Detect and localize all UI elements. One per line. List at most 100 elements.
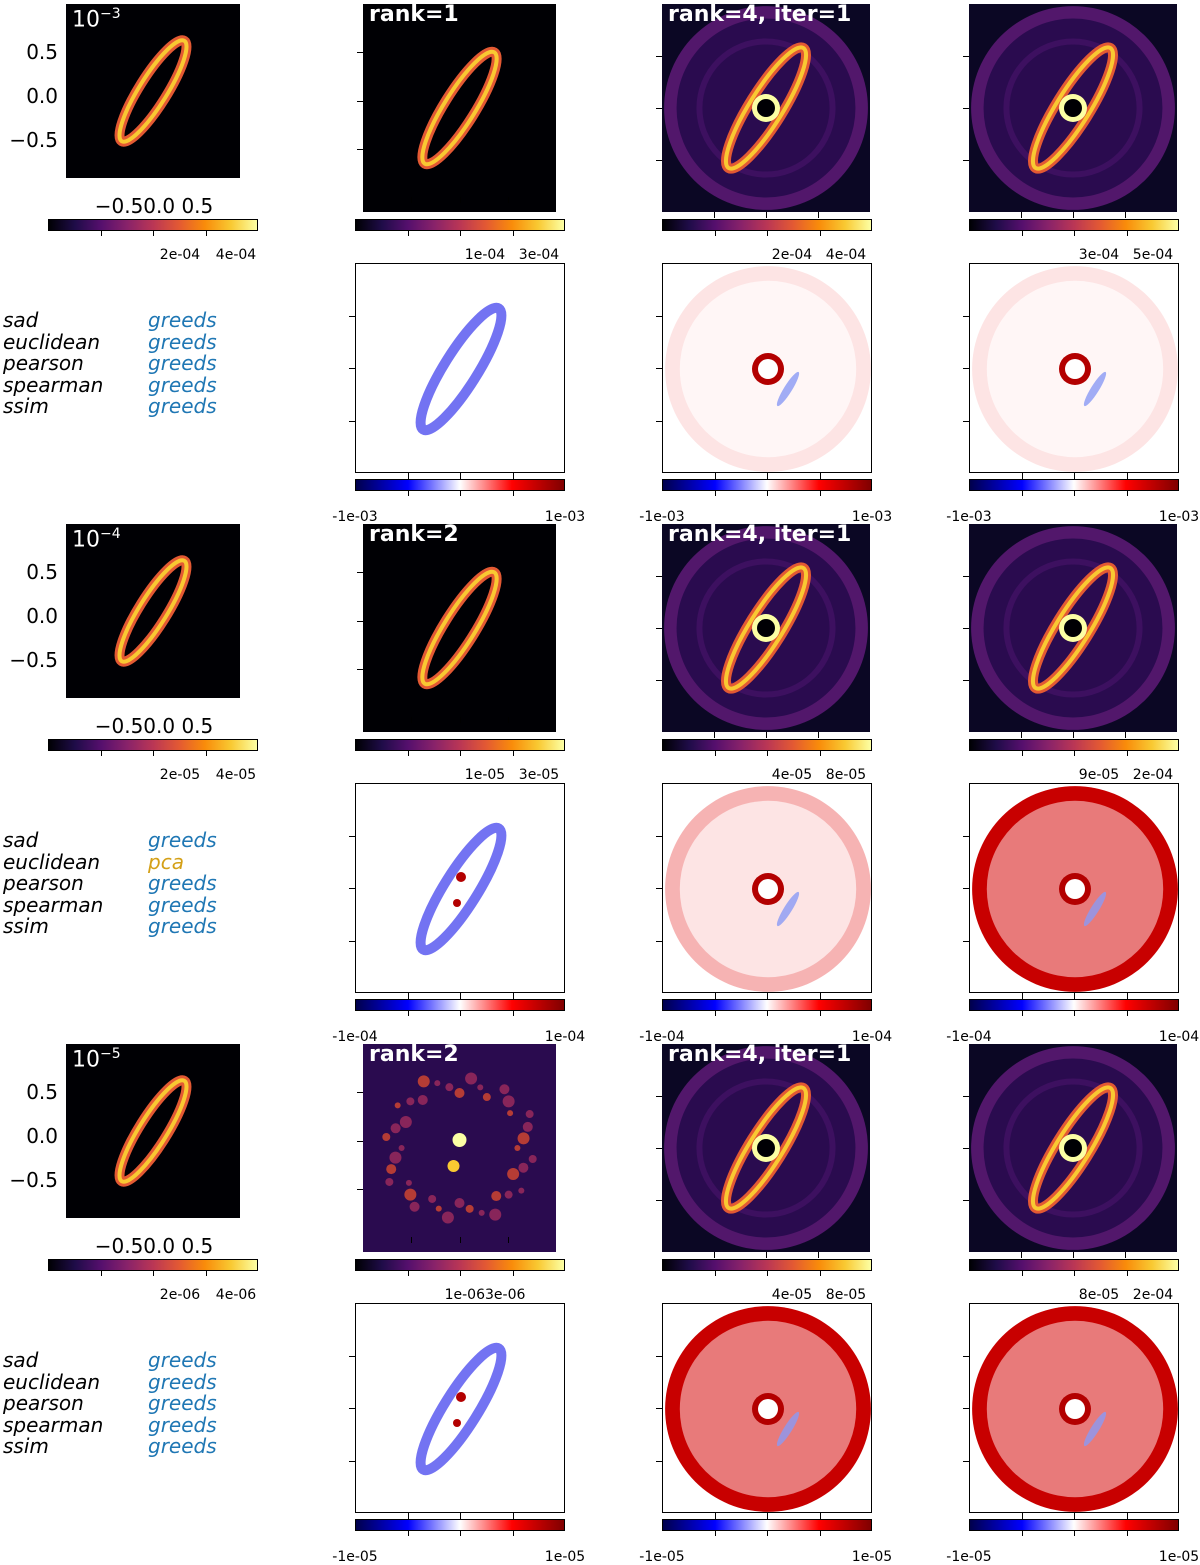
colorbar-tick — [512, 1271, 514, 1276]
x-tick — [818, 732, 820, 738]
y-tick — [963, 1148, 969, 1150]
disk-inner — [117, 1078, 189, 1184]
panel-svg — [665, 786, 871, 992]
metric-winner: greeds — [148, 914, 217, 938]
x-tick — [411, 1237, 413, 1243]
metric-name: ssim — [3, 394, 49, 418]
disk-inner — [723, 565, 809, 691]
x-tick — [819, 1513, 821, 1519]
method-colorbar — [355, 1259, 565, 1271]
colorbar-tick — [407, 1011, 409, 1016]
residual-colorbar-label: -1e-03 — [946, 509, 992, 525]
y-tick — [349, 1460, 355, 1462]
method-colorbar-label: 4e-04 — [825, 247, 867, 263]
x-tick — [714, 212, 716, 218]
metric-name: sad — [3, 828, 39, 852]
panel-svg — [114, 1075, 192, 1187]
gt-y-tick-label: 0.0 — [26, 604, 58, 628]
speckle — [502, 1095, 515, 1108]
speckle — [518, 1162, 529, 1173]
speckle — [454, 1198, 465, 1209]
method-colorbar-label: 9e-05 — [1078, 767, 1120, 783]
gt-colorbar-label: 2e-04 — [159, 247, 201, 263]
residual-streak — [1083, 891, 1107, 927]
faint-ring — [1003, 1078, 1143, 1218]
method-colorbar-label: 8e-05 — [825, 1287, 867, 1303]
x-tick — [411, 197, 413, 203]
speckle — [445, 1083, 454, 1092]
residual-colorbar-label: -1e-05 — [332, 1549, 378, 1565]
colorbar-tick — [819, 1271, 821, 1276]
panel-svg — [662, 524, 870, 732]
x-tick — [1021, 473, 1023, 479]
disk-group — [720, 1082, 812, 1214]
y-tick — [656, 576, 662, 578]
metric-name: spearman — [3, 892, 104, 917]
panel-svg — [114, 35, 192, 147]
colorbar-tick — [767, 1531, 769, 1536]
residual-colorbar — [969, 1519, 1179, 1531]
method-panel-1 — [363, 1044, 556, 1252]
colorbar-tick — [714, 751, 716, 756]
gt-colorbar — [48, 739, 258, 751]
metric-name: spearman — [3, 372, 104, 397]
method-colorbar — [969, 1259, 1179, 1271]
metric-winner: greeds — [148, 1412, 217, 1437]
speckle — [507, 1110, 514, 1117]
core-mask — [758, 1399, 778, 1419]
method-colorbar — [969, 739, 1179, 751]
magnitude-base: 10 — [72, 7, 100, 33]
method-colorbar-label: 2e-04 — [1132, 767, 1174, 783]
y-tick — [963, 576, 969, 578]
method-colorbar-label: 3e-04 — [518, 247, 560, 263]
speckle — [507, 1167, 520, 1180]
method-colorbar — [355, 739, 565, 751]
x-tick — [767, 993, 769, 999]
y-tick — [656, 680, 662, 682]
x-tick — [407, 1513, 409, 1519]
colorbar-tick — [1126, 1531, 1128, 1536]
metric-winner: greeds — [148, 892, 217, 917]
y-tick — [349, 1408, 355, 1410]
residual-panel-3 — [969, 783, 1179, 993]
gt-colorbar — [48, 219, 258, 231]
colorbar-tick — [460, 1271, 462, 1276]
colorbar-tick — [1074, 491, 1076, 496]
y-tick — [656, 1355, 662, 1357]
gt-y-tick-label: −0.5 — [9, 648, 58, 672]
x-tick — [1074, 473, 1076, 479]
disk-group — [1027, 1082, 1119, 1214]
colorbar-tick — [1126, 491, 1128, 496]
residual-colorbar-label: -1e-05 — [639, 1549, 685, 1565]
residual-colorbar-label: 1e-05 — [544, 1549, 586, 1565]
method-colorbar-label: 5e-04 — [1132, 247, 1174, 263]
residual-colorbar-label: 1e-05 — [851, 1549, 893, 1565]
disk-group — [1027, 42, 1119, 174]
core-mask — [758, 359, 778, 379]
colorbar-tick — [819, 751, 821, 756]
colorbar-tick — [819, 1011, 821, 1016]
speckle — [409, 1201, 420, 1212]
x-tick — [1125, 1252, 1127, 1258]
speckle — [399, 1116, 412, 1129]
x-tick — [1074, 1513, 1076, 1519]
method-colorbar-label: 2e-04 — [1132, 1287, 1174, 1303]
x-tick — [512, 473, 514, 479]
x-tick — [1073, 732, 1075, 738]
speckle — [504, 1190, 513, 1199]
x-tick — [819, 993, 821, 999]
speckle — [435, 1205, 442, 1212]
y-tick — [656, 420, 662, 422]
colorbar-tick — [819, 231, 821, 236]
residual-colorbar — [969, 999, 1179, 1011]
x-tick — [1021, 732, 1023, 738]
colorbar-tick — [512, 1011, 514, 1016]
colorbar-tick — [767, 231, 769, 236]
metric-name: euclidean — [3, 849, 101, 874]
colorbar-tick — [205, 231, 207, 236]
negative-streak — [776, 1411, 800, 1447]
colorbar-tick — [100, 751, 102, 756]
core-mask — [1065, 879, 1085, 899]
ground-truth-panel — [66, 524, 240, 698]
negative-streak — [1083, 371, 1107, 407]
